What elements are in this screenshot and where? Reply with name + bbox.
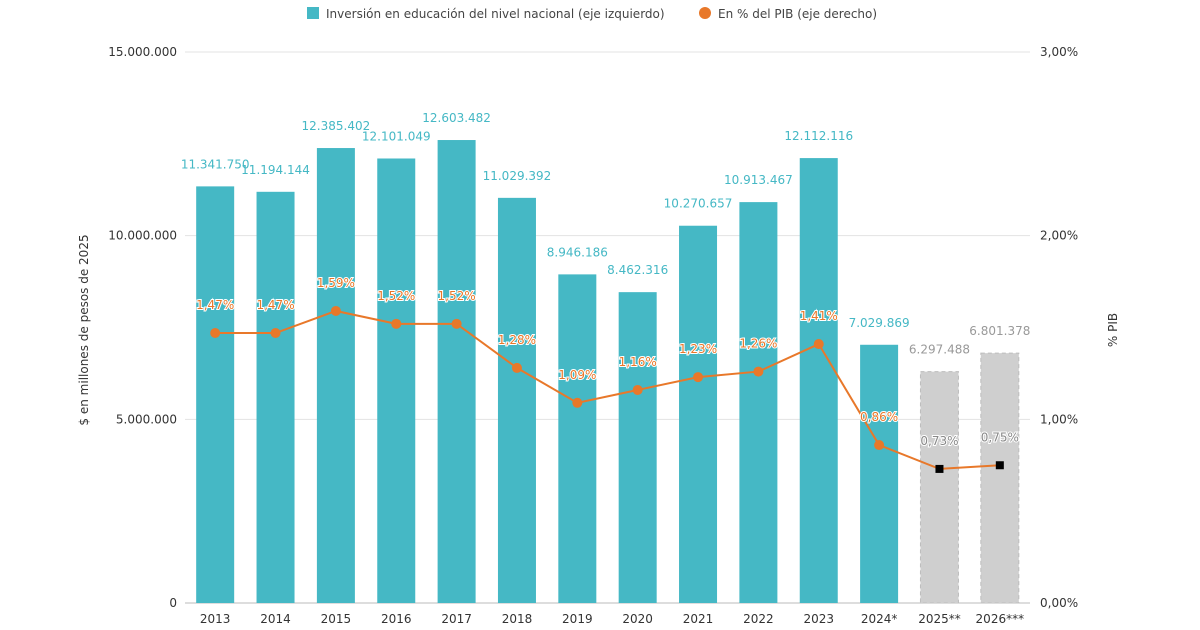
line-value-label: 1,52% bbox=[377, 289, 415, 303]
line-value-label: 0,86% bbox=[860, 410, 898, 424]
line-marker bbox=[935, 464, 944, 473]
bar-value-label: 7.029.869 bbox=[849, 316, 910, 330]
x-tick-label: 2016 bbox=[381, 612, 412, 626]
legend-swatch-line bbox=[699, 7, 711, 19]
x-tick-label: 2026*** bbox=[976, 612, 1025, 626]
y2-tick-label: 3,00% bbox=[1040, 45, 1078, 59]
bar bbox=[919, 371, 959, 604]
y2-axis-label: % PIB bbox=[1106, 313, 1120, 347]
y2-tick-label: 2,00% bbox=[1040, 229, 1078, 243]
line-marker bbox=[632, 384, 643, 395]
line-value-label: 1,09% bbox=[558, 368, 596, 382]
line-value-label: 1,23% bbox=[679, 342, 717, 356]
legend-label-bar: Inversión en educación del nivel naciona… bbox=[326, 7, 665, 21]
bar bbox=[196, 186, 235, 604]
bar bbox=[679, 225, 718, 603]
y2-tick-label: 0,00% bbox=[1040, 596, 1078, 610]
bar bbox=[316, 148, 355, 603]
x-tick-label: 2025** bbox=[918, 612, 961, 626]
x-tick-label: 2021 bbox=[683, 612, 714, 626]
line-value-label: 1,47% bbox=[256, 298, 294, 312]
bar-value-label: 12.101.049 bbox=[362, 129, 431, 143]
bar-value-label: 6.801.378 bbox=[969, 324, 1030, 338]
legend-swatch-bar bbox=[307, 7, 319, 19]
line-marker bbox=[753, 366, 764, 377]
line-marker bbox=[813, 339, 824, 350]
bar bbox=[739, 202, 778, 603]
y-axis-label: $ en millones de pesos de 2025 bbox=[77, 234, 91, 425]
y-tick-label: 0 bbox=[169, 596, 177, 610]
line-value-label: 1,59% bbox=[317, 276, 355, 290]
y-tick-label: 5.000.000 bbox=[116, 412, 177, 426]
y-tick-label: 10.000.000 bbox=[108, 229, 177, 243]
bar bbox=[437, 140, 476, 603]
bar bbox=[618, 292, 657, 603]
bar bbox=[980, 352, 1020, 604]
bar bbox=[497, 197, 536, 603]
x-tick-label: 2017 bbox=[441, 612, 472, 626]
line-marker bbox=[210, 328, 221, 339]
line-marker bbox=[270, 328, 281, 339]
bar bbox=[256, 191, 295, 604]
bar-value-label: 11.029.392 bbox=[483, 169, 552, 183]
bar-value-label: 11.194.144 bbox=[241, 163, 310, 177]
bar-value-label: 12.385.402 bbox=[302, 119, 371, 133]
line-marker bbox=[995, 461, 1004, 470]
legend: Inversión en educación del nivel naciona… bbox=[307, 7, 877, 21]
bar-value-label: 12.603.482 bbox=[422, 111, 491, 125]
line-marker bbox=[693, 372, 704, 383]
line-value-label: 1,26% bbox=[739, 337, 777, 351]
bar bbox=[558, 274, 597, 603]
x-tick-label: 2015 bbox=[321, 612, 352, 626]
bar-value-label: 11.341.750 bbox=[181, 157, 250, 171]
pib-line bbox=[215, 309, 1000, 470]
bar-value-label: 10.270.657 bbox=[664, 197, 733, 211]
x-tick-label: 2018 bbox=[502, 612, 533, 626]
bar bbox=[377, 158, 416, 603]
line-value-label: 1,41% bbox=[800, 309, 838, 323]
line-marker bbox=[511, 362, 522, 373]
line-marker bbox=[874, 440, 885, 451]
x-tick-label: 2022 bbox=[743, 612, 774, 626]
x-tick-label: 2014 bbox=[260, 612, 291, 626]
y2-tick-label: 1,00% bbox=[1040, 412, 1078, 426]
line-marker bbox=[451, 318, 462, 329]
line-marker bbox=[391, 318, 402, 329]
x-tick-label: 2013 bbox=[200, 612, 231, 626]
bar-value-label: 8.462.316 bbox=[607, 263, 668, 277]
bar-value-label: 10.913.467 bbox=[724, 173, 793, 187]
line-value-label: 1,52% bbox=[438, 289, 476, 303]
bar-value-label: 8.946.186 bbox=[547, 245, 608, 259]
y-tick-label: 15.000.000 bbox=[108, 45, 177, 59]
line-value-label: 0,75% bbox=[981, 430, 1019, 444]
legend-label-line: En % del PIB (eje derecho) bbox=[718, 7, 877, 21]
line-marker bbox=[572, 397, 583, 408]
line-value-label: 1,16% bbox=[619, 355, 657, 369]
x-tick-label: 2020 bbox=[622, 612, 653, 626]
bar-value-label: 12.112.116 bbox=[784, 129, 853, 143]
bar-value-label: 6.297.488 bbox=[909, 343, 970, 357]
x-tick-label: 2023 bbox=[803, 612, 834, 626]
line-marker bbox=[330, 305, 341, 316]
line-value-label: 1,28% bbox=[498, 333, 536, 347]
line-value-label: 1,47% bbox=[196, 298, 234, 312]
x-tick-label: 2019 bbox=[562, 612, 593, 626]
bar bbox=[860, 344, 899, 603]
bar bbox=[799, 158, 838, 603]
line-value-label: 0,73% bbox=[920, 434, 958, 448]
x-tick-label: 2024* bbox=[861, 612, 898, 626]
